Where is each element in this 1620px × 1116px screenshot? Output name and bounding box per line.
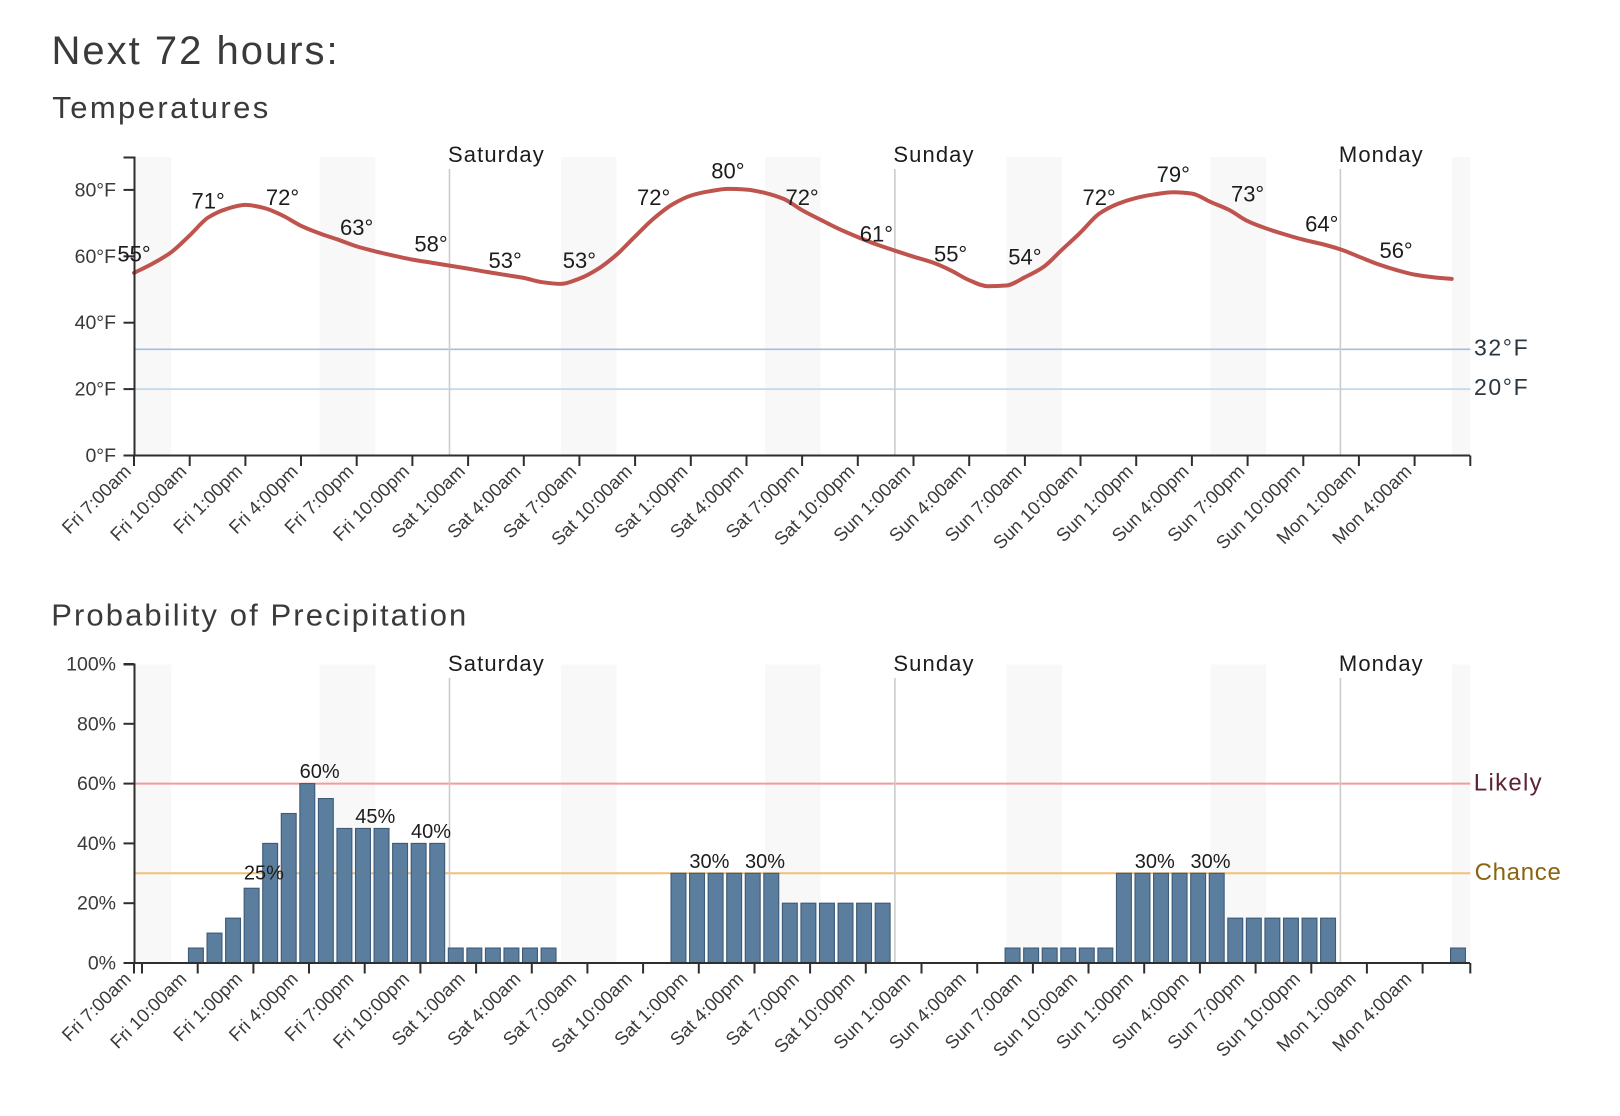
svg-text:56°: 56° [1379, 238, 1412, 263]
svg-text:20°F: 20°F [75, 379, 116, 401]
svg-text:71°: 71° [192, 188, 225, 213]
svg-text:45%: 45% [355, 806, 395, 828]
svg-text:73°: 73° [1231, 182, 1264, 207]
svg-text:80°F: 80°F [75, 179, 116, 201]
svg-text:53°: 53° [563, 248, 596, 273]
svg-text:Chance: Chance [1475, 859, 1562, 886]
svg-text:40%: 40% [77, 833, 116, 855]
svg-text:55°: 55° [117, 241, 150, 266]
svg-text:58°: 58° [414, 232, 447, 257]
svg-text:20°F: 20°F [1474, 374, 1529, 400]
svg-text:20%: 20% [77, 893, 116, 915]
svg-text:32°F: 32°F [1474, 334, 1529, 360]
svg-text:Monday: Monday [1339, 142, 1424, 167]
svg-text:72°: 72° [1082, 185, 1115, 210]
svg-text:Sunday: Sunday [893, 142, 974, 167]
svg-text:40%: 40% [411, 821, 451, 843]
svg-text:63°: 63° [340, 215, 373, 240]
svg-text:72°: 72° [785, 185, 818, 210]
svg-text:60%: 60% [300, 761, 340, 783]
svg-text:40°F: 40°F [75, 312, 116, 334]
svg-text:61°: 61° [860, 222, 893, 247]
svg-text:100%: 100% [66, 654, 116, 676]
svg-text:80%: 80% [77, 713, 116, 735]
svg-text:Temperatures: Temperatures [52, 90, 270, 125]
svg-text:30%: 30% [745, 851, 785, 873]
svg-text:72°: 72° [637, 185, 670, 210]
svg-text:Monday: Monday [1339, 651, 1424, 676]
svg-text:64°: 64° [1305, 212, 1338, 237]
svg-text:Likely: Likely [1474, 770, 1543, 797]
svg-text:53°: 53° [489, 248, 522, 273]
svg-text:60%: 60% [77, 773, 116, 795]
svg-text:0°F: 0°F [85, 445, 116, 467]
svg-text:0%: 0% [88, 953, 116, 975]
svg-text:30%: 30% [1135, 851, 1175, 873]
svg-text:80°: 80° [711, 158, 744, 183]
svg-text:Probability of Precipitation: Probability of Precipitation [51, 598, 468, 633]
svg-text:30%: 30% [689, 851, 729, 873]
svg-text:Sunday: Sunday [893, 651, 974, 676]
svg-text:54°: 54° [1008, 245, 1041, 270]
svg-text:79°: 79° [1157, 162, 1190, 187]
svg-text:72°: 72° [266, 185, 299, 210]
svg-text:60°F: 60°F [75, 246, 116, 268]
svg-text:25%: 25% [244, 863, 284, 885]
svg-text:30%: 30% [1190, 851, 1230, 873]
svg-text:Saturday: Saturday [448, 142, 545, 167]
svg-text:55°: 55° [934, 241, 967, 266]
svg-text:Saturday: Saturday [448, 651, 545, 676]
svg-text:Next 72 hours:: Next 72 hours: [52, 29, 340, 73]
